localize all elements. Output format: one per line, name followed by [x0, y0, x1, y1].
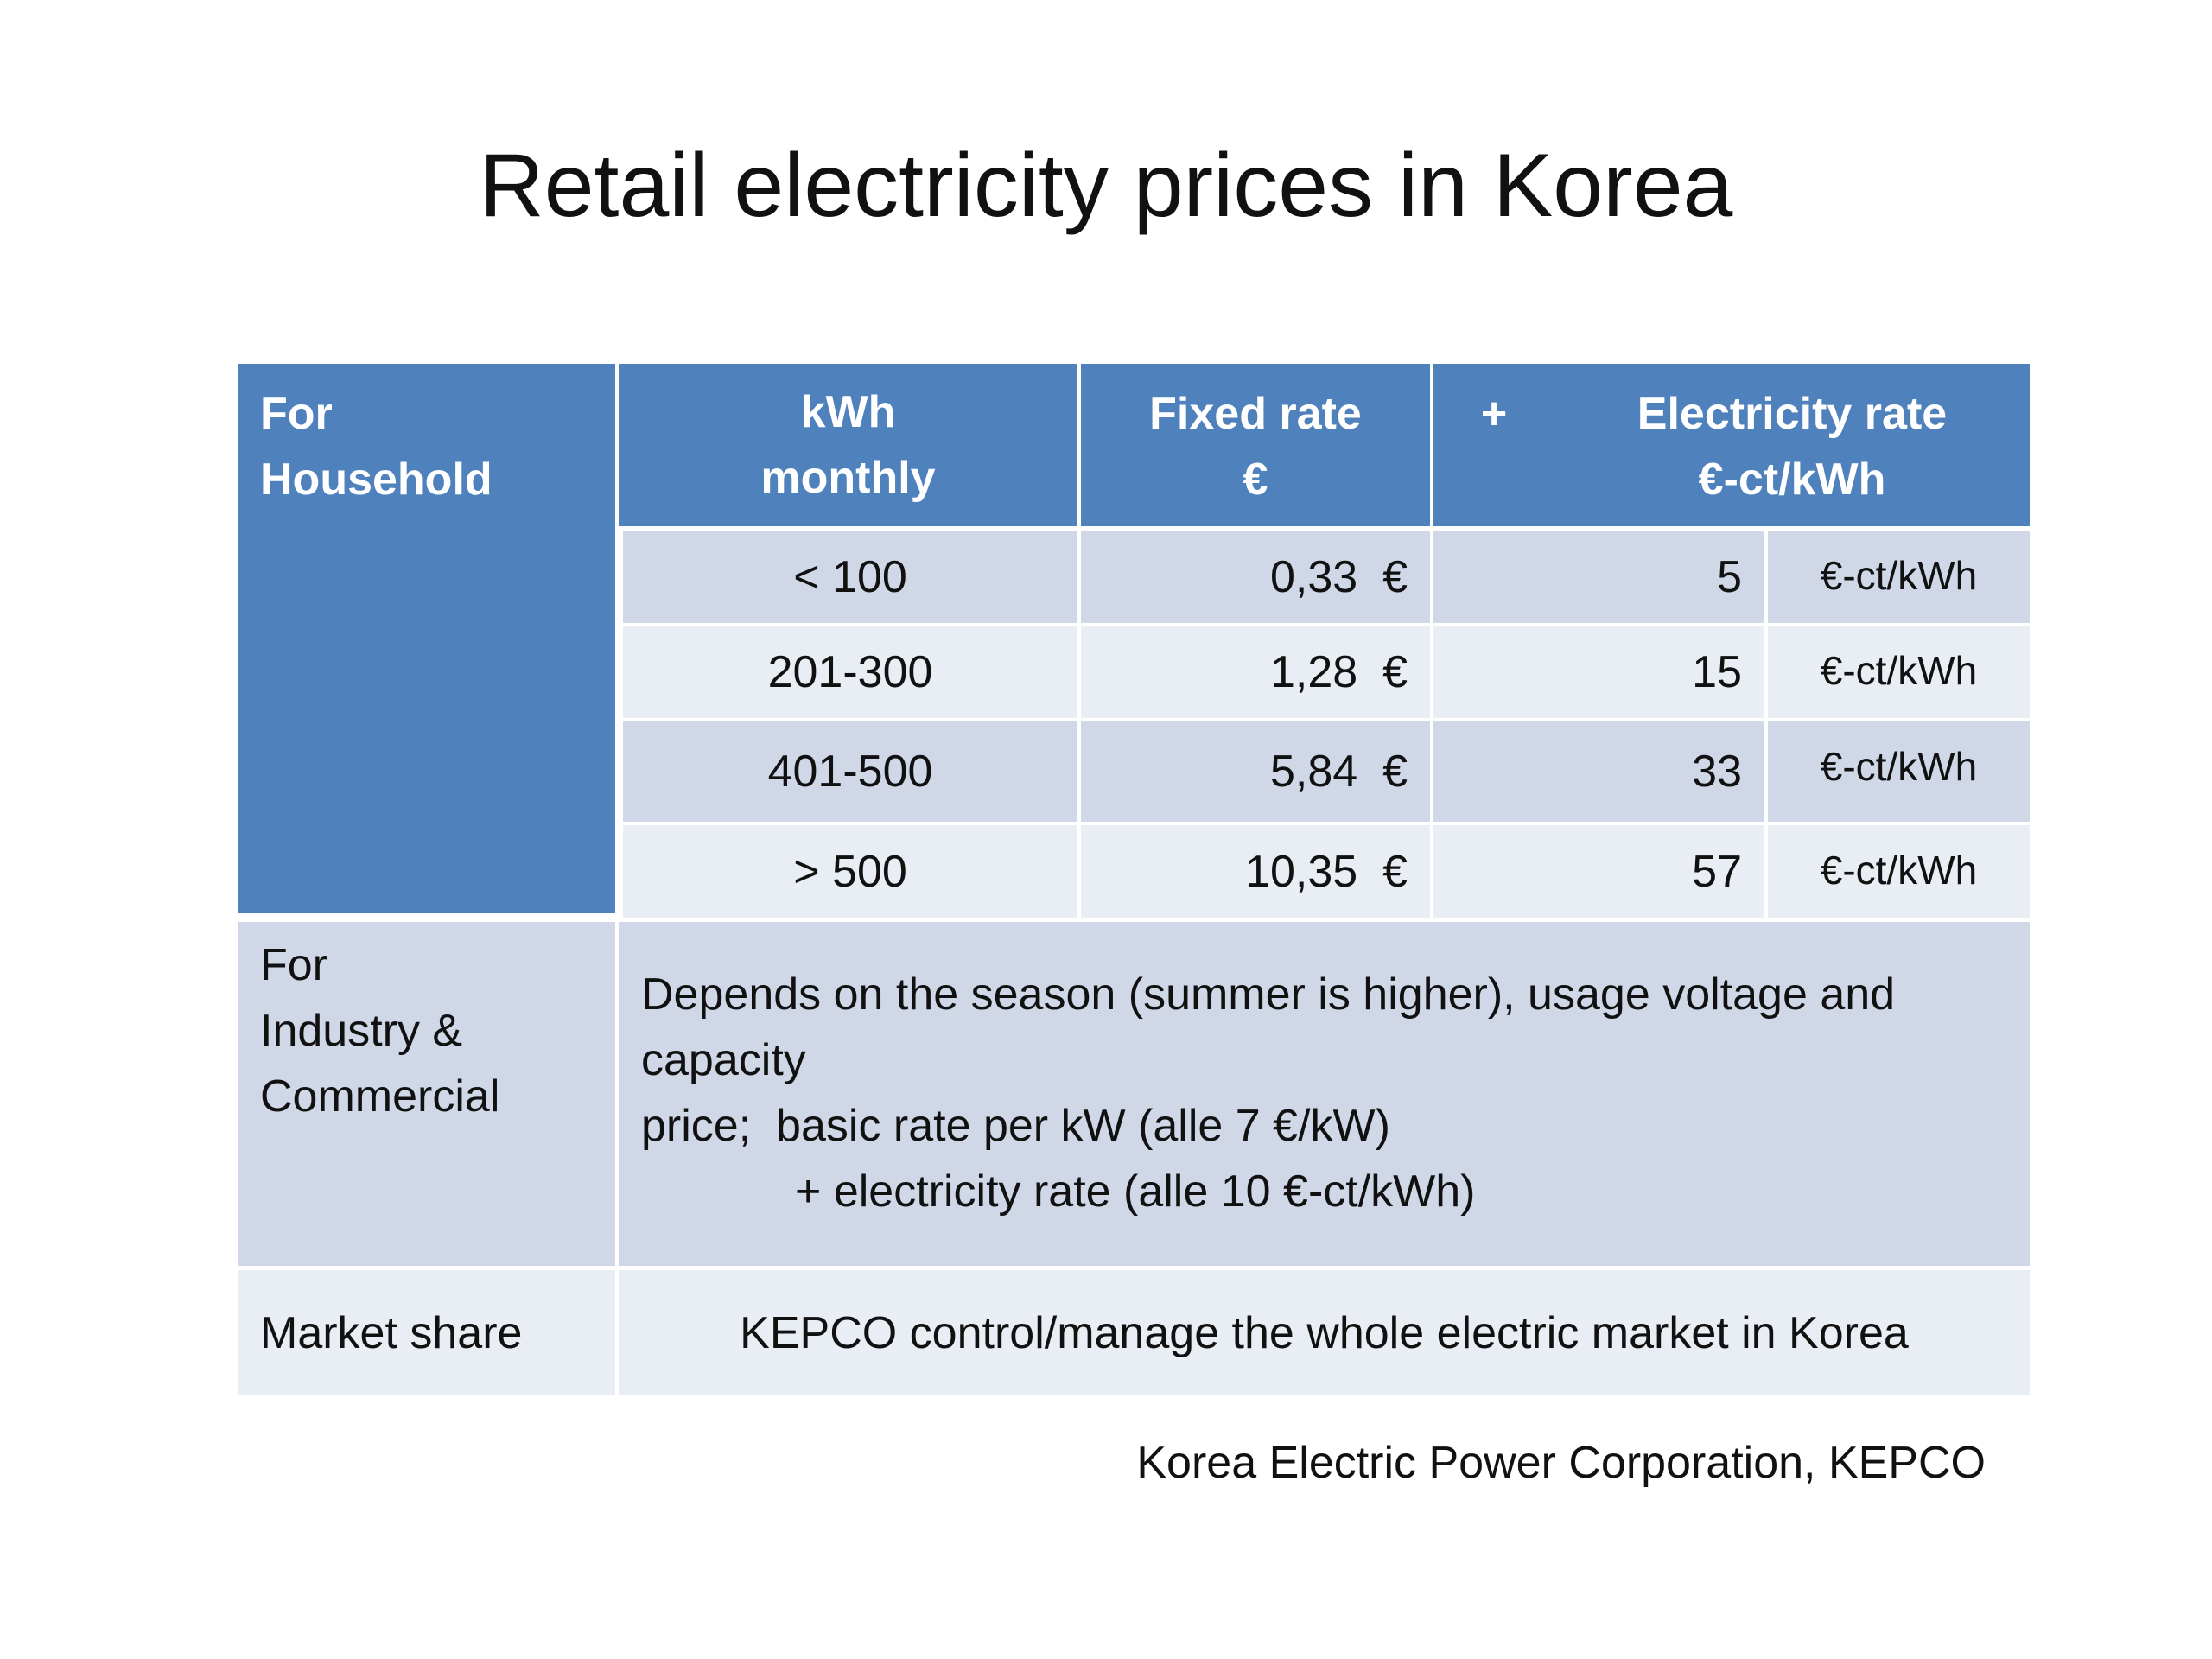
kwh-cell: 201-300: [623, 626, 1077, 718]
rate-cell: 15: [1433, 626, 1764, 718]
cell-text: Industry &: [260, 1006, 463, 1056]
unit-cell: €-ct/kWh: [1768, 825, 2030, 918]
cell-text: €-ct/kWh: [1820, 553, 1978, 598]
cell-text: kWh: [800, 387, 896, 437]
cell-text: For: [260, 389, 333, 439]
cell-text: €: [1243, 454, 1268, 505]
cell-text: 0,33 €: [1269, 551, 1408, 602]
unit-cell: €-ct/kWh: [1768, 626, 2030, 718]
cell-text: 401-500: [767, 747, 933, 797]
cell-text: €-ct/kWh: [1820, 648, 1978, 693]
kwh-cell: > 500: [623, 825, 1077, 918]
cell-text: 10,35 €: [1245, 846, 1408, 897]
cell-text: Market share: [260, 1307, 523, 1358]
cell-text: Household: [260, 454, 493, 505]
cell-text: 5,84 €: [1269, 747, 1408, 797]
cell-text: Commercial: [260, 1071, 500, 1122]
cell-text: + electricity rate (alle 10 €-ct/kWh): [795, 1166, 1476, 1217]
fixed-rate-cell: 1,28 €: [1081, 626, 1430, 718]
unit-cell: €-ct/kWh: [1768, 721, 2030, 822]
cell-text: €-ct/kWh: [1820, 744, 1978, 789]
cell-text: 15: [1692, 646, 1742, 697]
cell-text: 201-300: [767, 646, 933, 697]
cell-text: 33: [1692, 747, 1742, 797]
header-cell: +: [1433, 364, 1554, 526]
market-label-cell: Market share: [238, 1270, 615, 1395]
fixed-rate-cell: 10,35 €: [1081, 825, 1430, 918]
cell-text: +: [1480, 389, 1508, 439]
cell-text: For: [260, 940, 327, 990]
kwh-cell: 401-500: [623, 721, 1077, 822]
header-cell: kWh monthly: [619, 364, 1077, 526]
header-cell: Fixed rate €: [1081, 364, 1430, 526]
cell-text: €-ct/kWh: [1698, 454, 1886, 505]
fixed-rate-cell: 5,84 €: [1081, 721, 1430, 822]
fixed-rate-cell: 0,33 €: [1081, 531, 1430, 623]
cell-text: Electricity rate: [1637, 389, 1948, 439]
industry-text-cell: Depends on the season (summer is higher)…: [619, 922, 2030, 1266]
rate-cell: 5: [1433, 531, 1764, 623]
cell-text: < 100: [793, 551, 907, 602]
cell-text: 57: [1692, 846, 1742, 897]
unit-cell: €-ct/kWh: [1768, 531, 2030, 623]
cell-text: price; basic rate per kW (alle 7 €/kW): [641, 1101, 1390, 1151]
cell-text: 1,28 €: [1269, 646, 1408, 697]
cell-text: monthly: [760, 453, 936, 503]
rate-cell: 57: [1433, 825, 1764, 918]
cell-text: 5: [1717, 551, 1742, 602]
cell-text: > 500: [793, 846, 907, 897]
kwh-cell: < 100: [623, 531, 1077, 623]
rate-cell: 33: [1433, 721, 1764, 822]
cell-text: €-ct/kWh: [1820, 848, 1978, 893]
source-note: Korea Electric Power Corporation, KEPCO: [1136, 1438, 1986, 1488]
header-cell: Electricity rate €-ct/kWh: [1554, 364, 2030, 526]
cell-text: KEPCO control/manage the whole electric …: [740, 1307, 1909, 1358]
slide-title: Retail electricity prices in Korea: [479, 136, 1733, 236]
header-cell: For Household: [238, 364, 615, 913]
cell-text: Fixed rate: [1149, 389, 1362, 439]
industry-label-cell: For Industry & Commercial: [238, 922, 615, 1266]
market-text-cell: KEPCO control/manage the whole electric …: [619, 1270, 2030, 1395]
cell-text: Depends on the season (summer is higher)…: [641, 969, 1896, 1085]
